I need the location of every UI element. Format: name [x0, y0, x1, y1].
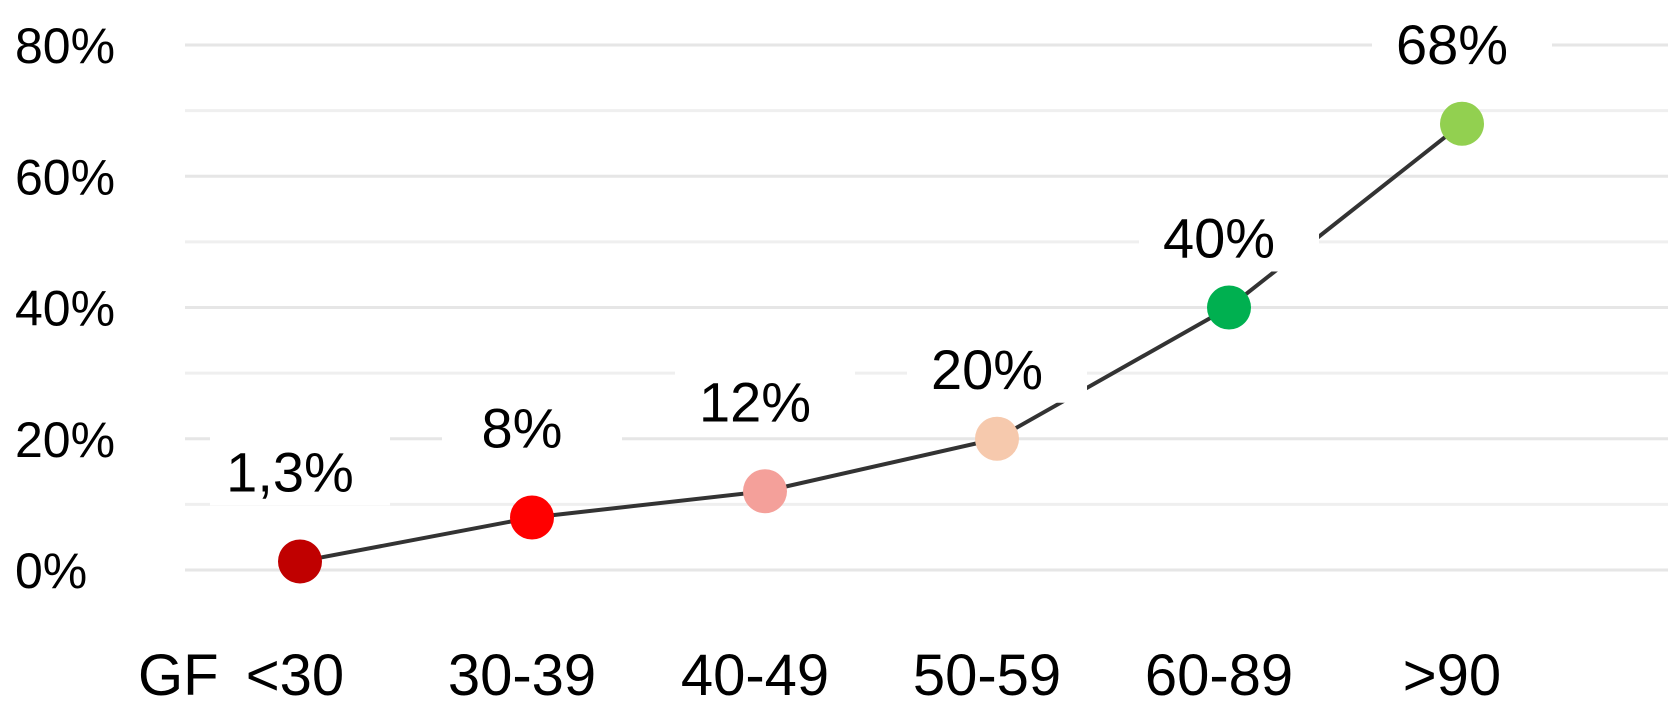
y-axis-ticks: 0% 20% 40% 60% 80% — [15, 18, 115, 599]
data-label: 12% — [699, 370, 811, 433]
y-tick-label: 40% — [15, 281, 115, 337]
data-label: 40% — [1163, 207, 1275, 270]
data-label: 68% — [1396, 13, 1508, 76]
data-label: 20% — [931, 338, 1043, 401]
x-tick-label: 60-89 — [1145, 643, 1293, 708]
y-tick-label: 20% — [15, 412, 115, 468]
y-tick-label: 60% — [15, 149, 115, 205]
data-points — [278, 101, 1484, 584]
x-tick-label: >90 — [1403, 643, 1501, 708]
y-tick-label: 80% — [15, 18, 115, 74]
data-label-background — [1139, 201, 1319, 272]
data-label-background — [442, 391, 622, 462]
data-label-background — [907, 332, 1087, 403]
x-tick-label: <30 — [246, 643, 344, 708]
x-axis-labels: GF <30 30-39 40-49 50-59 60-89 >90 — [138, 643, 1501, 708]
x-tick-label: 30-39 — [448, 643, 596, 708]
data-labels: 1,3% 8% 12% 20% 40% 68% — [210, 7, 1552, 506]
data-label-background — [1372, 7, 1552, 78]
data-label: 1,3% — [226, 440, 354, 503]
x-axis-prefix: GF — [138, 643, 219, 708]
data-label: 8% — [482, 397, 563, 460]
data-point — [975, 416, 1019, 461]
data-label-background — [675, 365, 855, 436]
data-label-background — [210, 435, 390, 506]
series-line — [299, 122, 1464, 564]
x-tick-label: 40-49 — [681, 643, 829, 708]
x-tick-label: 50-59 — [913, 643, 1061, 708]
data-point — [1207, 285, 1251, 330]
data-point — [510, 495, 554, 540]
gridlines — [185, 43, 1668, 572]
data-point — [743, 469, 787, 514]
data-point — [1440, 101, 1484, 146]
data-point — [278, 539, 322, 584]
y-tick-label: 0% — [15, 543, 87, 599]
